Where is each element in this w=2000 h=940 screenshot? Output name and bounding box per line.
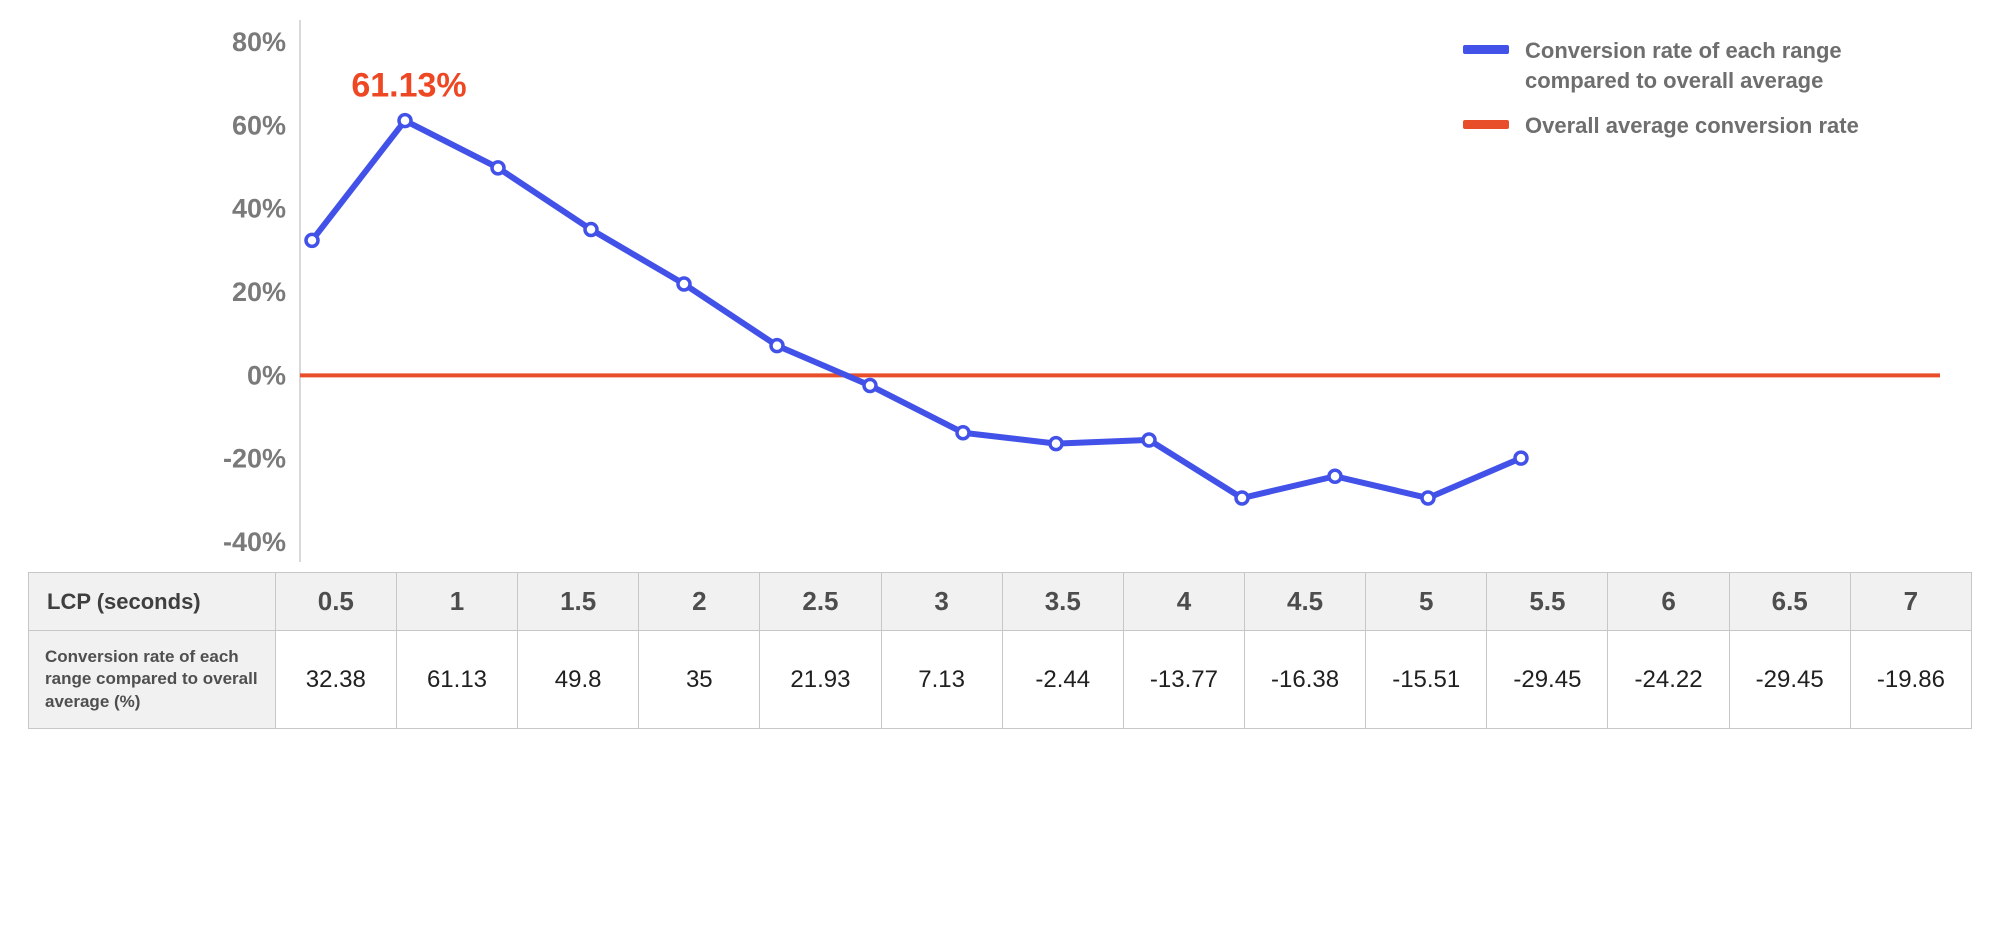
data-point-marker <box>1327 468 1343 484</box>
table-header-row: LCP (seconds) 0.5 1 1.5 2 2.5 3 3.5 4 4.5 5 5.5 6 6.5… <box>28 572 1973 631</box>
y-axis-tick-label: 40% <box>232 194 286 224</box>
y-axis-tick-label: -20% <box>223 444 286 474</box>
chart-area: 80% 60% 40% 20% 0% -20% -40% 61.13% Conversion … <box>223 20 1940 562</box>
lcp-column-header: 7 <box>1849 572 1973 631</box>
legend-swatch-red-line <box>1463 120 1509 130</box>
legend-label-conversion-rate: Conversion rate of each range compared t… <box>1525 38 1842 93</box>
conversion-rate-value-cell: 61.13 <box>395 630 519 729</box>
data-point-marker <box>1048 435 1064 452</box>
data-point-marker <box>1513 450 1529 466</box>
lcp-column-header: 2.5 <box>759 572 882 631</box>
lcp-column-header: 3.5 <box>1001 572 1124 631</box>
lcp-column-header: 1.5 <box>517 572 640 631</box>
data-point-marker <box>1141 432 1157 448</box>
conversion-rate-value-cell: -16.38 <box>1243 630 1367 729</box>
lcp-column-header: 0.5 <box>274 572 397 631</box>
conversion-rate-value-cell: 32.38 <box>274 630 397 729</box>
legend-item-overall-average: Overall average conversion rate <box>1463 111 1905 141</box>
chart-legend: Conversion rate of each range compared t… <box>1463 36 1905 141</box>
conversion-rate-value-cell: 7.13 <box>880 630 1003 729</box>
conversion-rate-value-cell: -29.45 <box>1486 630 1609 729</box>
lcp-column-header: 3 <box>880 572 1003 631</box>
lcp-column-header: 5.5 <box>1486 572 1609 631</box>
conversion-rate-value-cell: 21.93 <box>759 630 882 729</box>
lcp-column-header: 2 <box>638 572 761 631</box>
conversion-rate-value-cell: -29.45 <box>1728 630 1851 729</box>
data-point-marker <box>304 232 320 249</box>
lcp-conversion-table: LCP (seconds) 0.5 1 1.5 2 2.5 3 3.5 4 4.5 5 5.5 6 6.5… <box>28 572 1973 729</box>
conversion-rate-value-cell: -19.86 <box>1849 630 1973 729</box>
conversion-rate-row-label: Conversion rate of each range compared t… <box>28 630 276 729</box>
data-point-marker <box>1234 490 1250 506</box>
conversion-rate-value-cell: -13.77 <box>1122 630 1246 729</box>
data-point-marker <box>583 221 599 238</box>
data-point-marker <box>1420 490 1436 506</box>
data-point-marker <box>490 160 506 176</box>
data-table-section: LCP (seconds) 0.5 1 1.5 2 2.5 3 3.5 4 4.5 5 5.5 6 6.5… <box>0 572 2000 729</box>
lcp-column-header: 5 <box>1365 572 1488 631</box>
lcp-seconds-header-label: LCP (seconds) <box>28 572 276 631</box>
legend-item-conversion-rate: Conversion rate of each range compared t… <box>1463 36 1905 95</box>
y-axis-tick-label: 20% <box>232 277 286 307</box>
lcp-column-header: 1 <box>395 572 519 631</box>
legend-swatch-blue-line <box>1463 45 1509 54</box>
table-value-row: Conversion rate of each range compared t… <box>28 630 1973 729</box>
conversion-rate-value-cell: -24.22 <box>1607 630 1730 729</box>
lcp-column-header: 4 <box>1122 572 1246 631</box>
y-axis-tick-label: -40% <box>223 527 286 557</box>
conversion-rate-value-cell: 35 <box>638 630 761 729</box>
conversion-rate-value-cell: -2.44 <box>1001 630 1124 729</box>
data-point-marker <box>397 112 413 129</box>
peak-value-annotation: 61.13% <box>351 67 466 105</box>
legend-label-overall-average: Overall average conversion rate <box>1525 113 1859 139</box>
conversion-rate-value-cell: -15.51 <box>1365 630 1488 729</box>
y-axis-tick-label: 80% <box>232 27 286 57</box>
y-axis-tick-label: 60% <box>232 110 286 140</box>
data-point-marker <box>769 337 785 354</box>
data-point-marker <box>862 377 878 394</box>
conversion-rate-line <box>309 117 1524 502</box>
y-axis-tick-label: 0% <box>247 360 286 390</box>
lcp-column-header: 6 <box>1607 572 1730 631</box>
lcp-column-header: 6.5 <box>1728 572 1851 631</box>
conversion-rate-value-cell: 49.8 <box>517 630 640 729</box>
lcp-column-header: 4.5 <box>1243 572 1367 631</box>
data-point-marker <box>676 276 692 292</box>
conversion-line-chart: 80% 60% 40% 20% 0% -20% -40% 61.13% <box>223 20 1940 562</box>
data-point-marker <box>955 424 971 441</box>
